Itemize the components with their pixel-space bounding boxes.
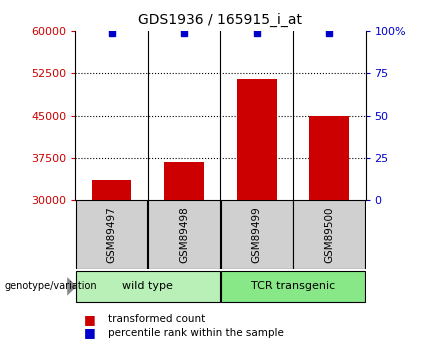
Bar xyxy=(237,79,276,200)
Title: GDS1936 / 165915_i_at: GDS1936 / 165915_i_at xyxy=(138,13,302,27)
Text: ■: ■ xyxy=(84,326,95,339)
FancyBboxPatch shape xyxy=(76,200,147,269)
FancyBboxPatch shape xyxy=(76,271,220,302)
Text: GSM89500: GSM89500 xyxy=(324,206,334,263)
Text: TCR transgenic: TCR transgenic xyxy=(251,282,335,291)
Text: ■: ■ xyxy=(84,313,95,326)
FancyBboxPatch shape xyxy=(221,200,292,269)
Bar xyxy=(164,162,204,200)
Text: percentile rank within the sample: percentile rank within the sample xyxy=(108,328,283,338)
Bar xyxy=(309,116,349,200)
Text: wild type: wild type xyxy=(123,282,173,291)
Text: GSM89499: GSM89499 xyxy=(252,206,262,263)
Text: genotype/variation: genotype/variation xyxy=(4,282,97,291)
Bar xyxy=(92,180,132,200)
FancyBboxPatch shape xyxy=(293,200,365,269)
FancyBboxPatch shape xyxy=(221,271,365,302)
Text: GSM89497: GSM89497 xyxy=(107,206,117,263)
Text: transformed count: transformed count xyxy=(108,314,205,324)
Text: GSM89498: GSM89498 xyxy=(179,206,189,263)
FancyBboxPatch shape xyxy=(148,200,220,269)
Polygon shape xyxy=(67,277,77,296)
